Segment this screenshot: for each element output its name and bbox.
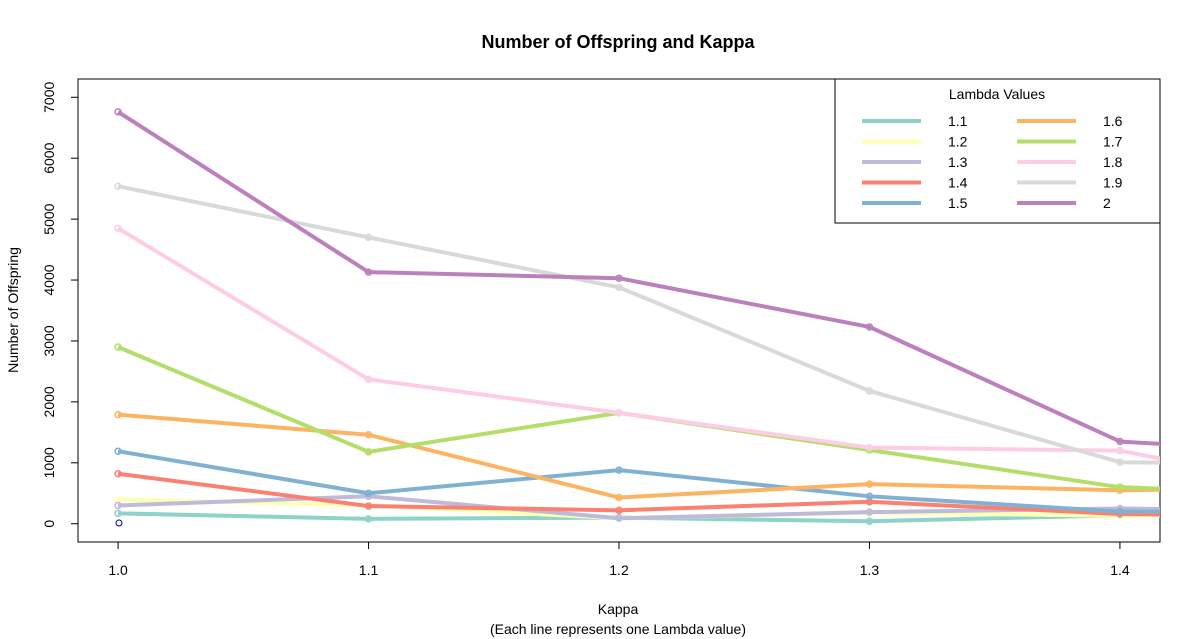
series-point (865, 508, 874, 516)
legend-label: 1.7 (1103, 134, 1123, 150)
x-tick-label: 1.1 (359, 562, 379, 578)
legend-label: 1.9 (1103, 175, 1123, 191)
y-tick-label: 7000 (41, 81, 57, 112)
series-point (1116, 458, 1124, 466)
series-point (615, 506, 623, 515)
series-point (615, 274, 623, 282)
legend-label: 1.4 (948, 175, 968, 191)
series-2 (114, 108, 1160, 446)
series-point (114, 447, 122, 455)
series-point (1116, 437, 1124, 446)
series-line (117, 449, 1160, 514)
series-point (114, 343, 122, 351)
y-tick-label: 5000 (41, 203, 57, 234)
series-point (114, 224, 122, 233)
series-line (117, 184, 1160, 465)
series-point (114, 470, 122, 478)
legend-item: 1.8 (1017, 154, 1123, 170)
legend-item: 1.5 (862, 195, 968, 211)
legend-item: 1.4 (862, 175, 968, 191)
legend-label: 1.1 (948, 113, 968, 129)
series-1-9 (114, 182, 1160, 466)
y-tick-label: 0 (41, 520, 57, 528)
y-tick-label: 4000 (41, 264, 57, 295)
series-point (865, 387, 874, 395)
x-tick-label: 1.2 (609, 562, 629, 578)
y-axis: 0 1000 2000 3000 4000 5000 6000 7000 (41, 81, 78, 528)
series-point (615, 514, 623, 522)
series-point (364, 268, 373, 276)
legend-item: 1.3 (862, 154, 968, 170)
x-tick-label: 1.0 (108, 562, 128, 578)
y-axis-label: Number of Offspring (5, 247, 21, 373)
legend-items: 1.1 1.2 1.3 1.4 1.5 1.6 1.7 1.8 1.9 2 (862, 113, 1123, 211)
legend-box (834, 78, 1161, 224)
y-tick-label: 1000 (41, 447, 57, 478)
series-point (114, 509, 122, 518)
chart-title: Number of Offspring and Kappa (481, 32, 755, 52)
series-point (865, 443, 874, 452)
y-tick-label: 3000 (41, 325, 57, 356)
x-axis: 1.0 1.1 1.2 1.3 1.4 (108, 542, 1130, 578)
series-point (364, 233, 373, 242)
series-line (118, 494, 1160, 521)
series-point (615, 466, 623, 474)
x-axis-sublabel: (Each line represents one Lambda value) (490, 621, 746, 637)
legend-label: 1.8 (1103, 154, 1123, 170)
legend-label: 1.2 (948, 134, 968, 150)
series-point (615, 409, 623, 417)
legend-label: 2 (1103, 195, 1111, 211)
series-point (1116, 507, 1124, 516)
legend-item: 1.6 (1017, 113, 1123, 129)
series-point (114, 410, 122, 419)
series-point (615, 283, 623, 292)
series-point (114, 501, 122, 510)
legend-item: 1.2 (862, 134, 968, 150)
series-1-8 (114, 224, 1160, 461)
series-point (364, 448, 373, 456)
series-point (114, 108, 122, 116)
legend-item: 1.9 (1017, 175, 1123, 191)
series-1-6 (114, 410, 1160, 502)
legend-title: Lambda Values (949, 86, 1045, 102)
series-point (865, 323, 874, 331)
x-tick-label: 1.4 (1110, 562, 1130, 578)
series-point (364, 489, 373, 498)
origin-point-marker (115, 519, 123, 527)
series-point (364, 515, 373, 523)
x-tick-label: 1.3 (860, 562, 880, 578)
series-point (364, 431, 373, 439)
series-point (865, 480, 874, 488)
x-axis-label: Kappa (598, 601, 639, 617)
y-tick-label: 6000 (41, 142, 57, 173)
legend-item: 1.7 (1017, 134, 1123, 150)
series-layer (114, 108, 1160, 526)
series-point (114, 182, 122, 190)
legend-label: 1.3 (948, 154, 968, 170)
series-point (615, 493, 623, 502)
legend: Lambda Values 1.11.21.31.41.51.61.71.81.… (834, 78, 1161, 224)
series-line (117, 412, 1160, 500)
series-point (1116, 446, 1124, 455)
series-point (865, 492, 874, 501)
series-point (1116, 483, 1124, 491)
legend-label: 1.6 (1103, 113, 1123, 129)
series-1-5 (114, 447, 1160, 516)
series-point (364, 375, 373, 384)
legend-label: 1.5 (948, 195, 968, 211)
y-tick-label: 2000 (41, 386, 57, 417)
series-point (865, 517, 874, 526)
legend-item: 1.1 (862, 113, 968, 129)
series-line (117, 471, 1160, 517)
series-point (364, 502, 373, 510)
legend-item: 2 (1017, 195, 1111, 211)
series-line (116, 110, 1160, 446)
series-line (117, 226, 1160, 461)
